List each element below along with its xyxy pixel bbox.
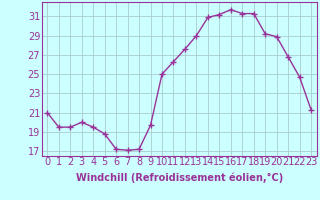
- X-axis label: Windchill (Refroidissement éolien,°C): Windchill (Refroidissement éolien,°C): [76, 173, 283, 183]
